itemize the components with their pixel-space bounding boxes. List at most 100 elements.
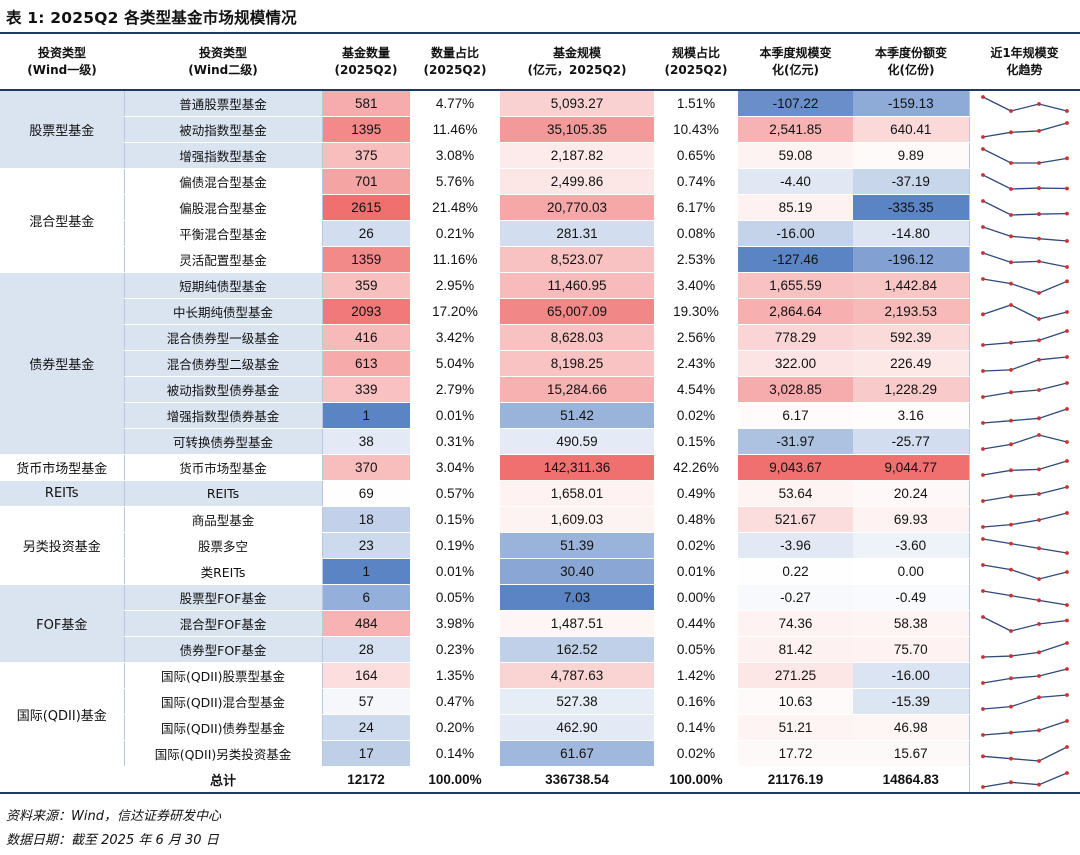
sparkline-path — [982, 277, 1067, 294]
category-level2: 国际(QDII)混合型基金 — [123, 688, 323, 715]
sparkline — [980, 588, 1069, 607]
share-change: 592.39 — [853, 324, 969, 351]
fund-count: 375 — [322, 142, 410, 169]
table-row: 可转换债券型基金 38 0.31% 490.59 0.15% -31.97 -25.77 — [0, 428, 1080, 455]
category-level2: 国际(QDII)债券型基金 — [123, 714, 323, 741]
total-trend-sparkline — [968, 766, 1080, 794]
trend-sparkline — [968, 532, 1080, 559]
trend-sparkline — [968, 376, 1080, 403]
sparkline-point — [1008, 593, 1013, 598]
share-change: -25.77 — [853, 428, 969, 455]
size-share: 4.54% — [654, 376, 738, 403]
share-change: 20.24 — [853, 480, 969, 507]
sparkline-point — [1036, 185, 1041, 190]
table-body: 股票型基金 普通股票型基金 581 4.77% 5,093.27 1.51% -107.22… — [0, 90, 1080, 794]
header-share-change: 本季度份额变 化(亿份) — [853, 35, 969, 91]
share-change: 75.70 — [853, 636, 969, 663]
share-change: 3.16 — [853, 402, 969, 429]
sparkline — [980, 328, 1069, 347]
table-row: 混合债券型一级基金 416 3.42% 8,628.03 2.56% 778.29 592.… — [0, 324, 1080, 351]
total-share-change: 14864.83 — [853, 766, 969, 794]
sparkline-point — [980, 784, 985, 789]
table-row: 被动指数型债券基金 339 2.79% 15,284.66 4.54% 3,028.85 1… — [0, 376, 1080, 403]
category-level1: 混合型基金 — [0, 168, 124, 273]
size-change: 85.19 — [738, 194, 853, 221]
sparkline-point — [1036, 467, 1041, 471]
fund-size: 35,105.35 — [500, 116, 654, 143]
category-level1: 国际(QDII)基金 — [0, 662, 124, 767]
fund-size: 15,284.66 — [500, 376, 654, 403]
sparkline — [980, 276, 1069, 295]
sparkline-point — [1008, 281, 1013, 286]
size-share: 10.43% — [654, 116, 738, 143]
trend-sparkline — [968, 584, 1080, 611]
size-share: 2.56% — [654, 324, 738, 351]
size-share: 0.00% — [654, 584, 738, 611]
sparkline-point — [1008, 628, 1013, 633]
size-change: 81.42 — [738, 636, 853, 663]
count-share: 11.16% — [410, 246, 500, 273]
total-count: 12172 — [322, 766, 410, 794]
sparkline-point — [1064, 666, 1069, 671]
size-change: 1,655.59 — [738, 272, 853, 299]
sparkline-path — [982, 173, 1067, 190]
sparkline — [980, 302, 1069, 321]
category-level2: 增强指数型债券基金 — [123, 402, 323, 429]
table-row: 债券型FOF基金 28 0.23% 162.52 0.05% 81.42 75.70 — [0, 636, 1080, 663]
sparkline-point — [1064, 770, 1069, 775]
size-change: 322.00 — [738, 350, 853, 377]
size-share: 0.02% — [654, 740, 738, 767]
total-size-change: 21176.19 — [738, 766, 853, 794]
share-change: 2,193.53 — [853, 298, 969, 325]
fund-count: 581 — [322, 90, 410, 117]
share-change: -159.13 — [853, 90, 969, 117]
sparkline-point — [1036, 415, 1041, 420]
sparkline — [980, 666, 1069, 685]
sparkline-point — [1008, 418, 1013, 423]
sparkline — [980, 146, 1069, 165]
trend-sparkline — [968, 142, 1080, 169]
sparkline-point — [980, 680, 985, 685]
sparkline-point — [980, 524, 985, 529]
sparkline — [980, 250, 1069, 269]
header-count: 基金数量 (2025Q2) — [322, 35, 410, 91]
fund-size: 51.39 — [500, 532, 654, 559]
sparkline-path — [982, 563, 1067, 580]
size-share: 0.65% — [654, 142, 738, 169]
category-level2: 增强指数型基金 — [123, 142, 323, 169]
table-title: 表 1: 2025Q2 各类型基金市场规模情况 — [6, 9, 297, 27]
sparkline — [980, 224, 1069, 243]
sparkline — [980, 744, 1069, 763]
size-share: 2.43% — [654, 350, 738, 377]
fund-count: 484 — [322, 610, 410, 637]
category-level2: 被动指数型基金 — [123, 116, 323, 143]
size-share: 6.17% — [654, 194, 738, 221]
size-share: 3.40% — [654, 272, 738, 299]
sparkline-point — [1064, 309, 1069, 314]
size-change: 521.67 — [738, 506, 853, 533]
sparkline-point — [1036, 621, 1041, 626]
category-level2: 平衡混合型基金 — [123, 220, 323, 247]
fund-size: 8,523.07 — [500, 246, 654, 273]
fund-size: 5,093.27 — [500, 90, 654, 117]
count-share: 0.21% — [410, 220, 500, 247]
fund-count: 164 — [322, 662, 410, 689]
sparkline-point — [980, 420, 985, 425]
size-share: 0.44% — [654, 610, 738, 637]
sparkline-point — [1008, 467, 1013, 472]
fund-size: 65,007.09 — [500, 298, 654, 325]
share-change: -0.49 — [853, 584, 969, 611]
sparkline-point — [1036, 357, 1041, 362]
size-change: 59.08 — [738, 142, 853, 169]
size-share: 0.14% — [654, 714, 738, 741]
fund-size-table: 投资类型 (Wind一级) 投资类型 (Wind二级) 基金数量 (2025Q2) 数… — [0, 35, 1080, 794]
category-level2: 混合债券型一级基金 — [123, 324, 323, 351]
count-share: 0.15% — [410, 506, 500, 533]
fund-count: 1 — [322, 558, 410, 585]
size-change: 271.25 — [738, 662, 853, 689]
sparkline-point — [1064, 238, 1069, 243]
count-share: 0.31% — [410, 428, 500, 455]
sparkline-point — [1036, 673, 1041, 678]
sparkline-point — [1064, 155, 1069, 160]
sparkline-path — [982, 407, 1067, 424]
